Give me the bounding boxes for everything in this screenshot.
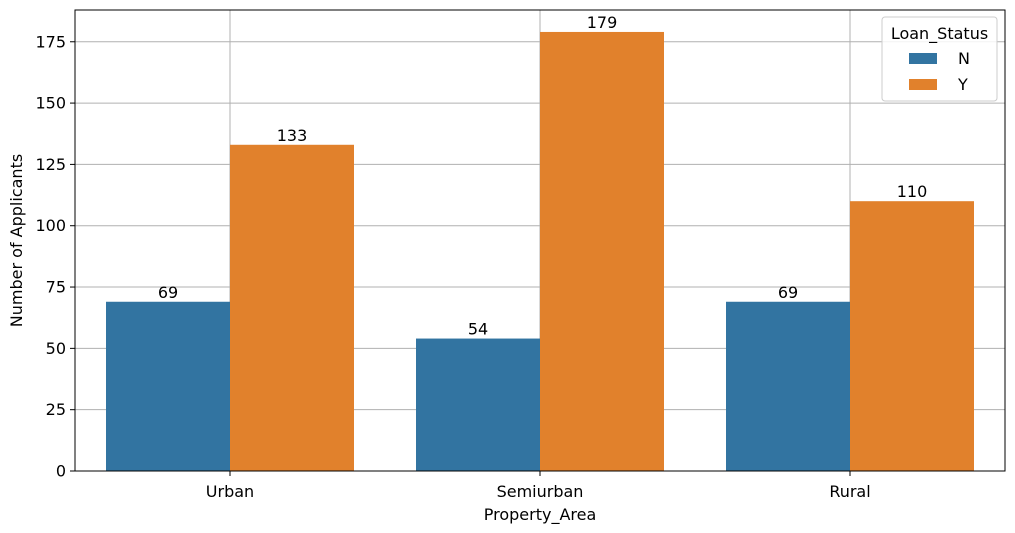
bar-n-semiurban (416, 338, 540, 471)
legend-items: NY (909, 49, 970, 94)
y-tick-label: 25 (46, 400, 66, 419)
legend: Loan_Status NY (881, 16, 998, 102)
y-axis: 0 25 50 75 100 125 150 175 (35, 32, 75, 481)
y-tick-label: 75 (46, 278, 66, 297)
bar-y-semiurban (540, 31, 664, 471)
legend-title: Loan_Status (891, 24, 988, 44)
legend-label-n: N (958, 49, 970, 68)
x-axis: Urban Semiurban Rural (206, 471, 871, 501)
y-tick-label: 125 (35, 155, 66, 174)
bar-n-rural (726, 301, 850, 471)
legend-label-y: Y (957, 75, 968, 94)
bar-n-urban (106, 301, 230, 471)
x-axis-label: Property_Area (484, 505, 597, 525)
bars (106, 31, 974, 471)
data-label: 69 (158, 283, 178, 302)
data-label: 179 (587, 13, 618, 32)
y-tick-label: 150 (35, 94, 66, 113)
x-tick-label: Rural (829, 482, 870, 501)
data-label: 54 (468, 320, 488, 339)
y-tick-label: 50 (46, 339, 66, 358)
y-axis-label: Number of Applicants (7, 154, 26, 327)
data-labels: 69 54 69 133 179 110 (158, 13, 927, 339)
bar-y-urban (230, 144, 354, 471)
data-label: 110 (897, 182, 928, 201)
y-tick-label: 100 (35, 216, 66, 235)
legend-swatch-n (909, 53, 937, 64)
x-tick-label: Semiurban (497, 482, 584, 501)
y-tick-label: 0 (56, 462, 66, 481)
legend-swatch-y (909, 79, 937, 90)
y-tick-label: 175 (35, 32, 66, 51)
bar-y-rural (850, 201, 974, 471)
data-label: 69 (778, 283, 798, 302)
data-label: 133 (277, 126, 308, 145)
x-tick-label: Urban (206, 482, 254, 501)
